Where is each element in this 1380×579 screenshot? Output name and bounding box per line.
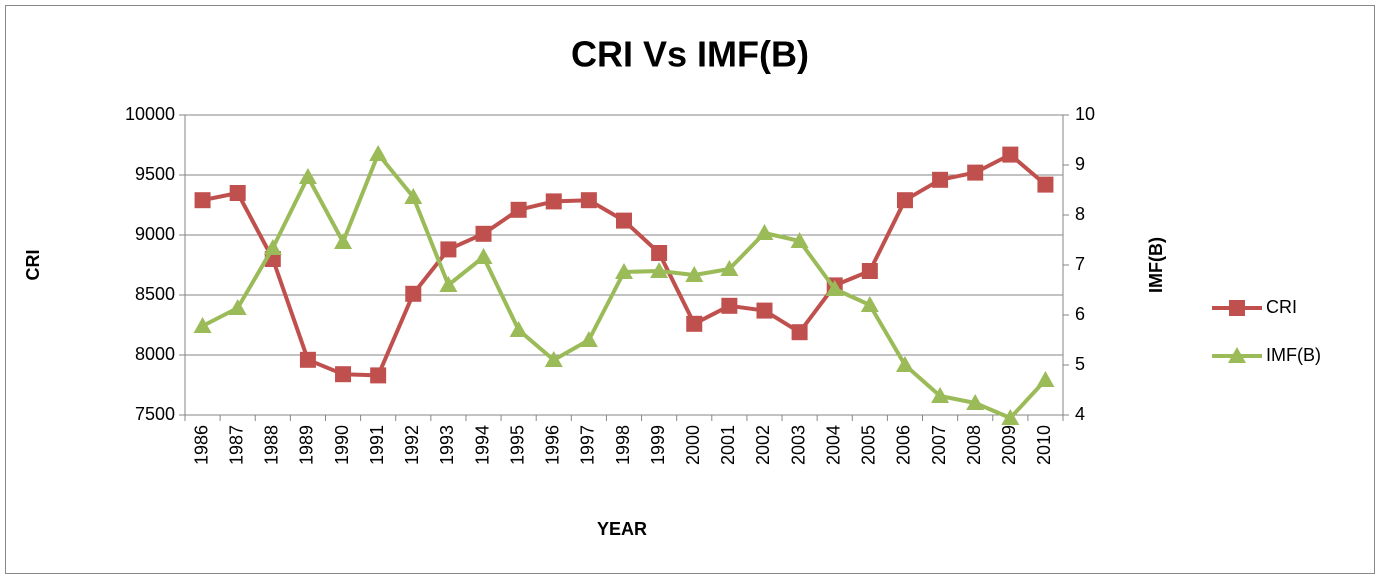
data-point [790, 232, 809, 248]
y-tick-label: 10000 [125, 104, 175, 124]
chart-border [5, 5, 1375, 574]
data-point [825, 280, 844, 296]
data-point [721, 297, 738, 314]
y2-tick-label: 10 [1075, 104, 1095, 124]
x-tick-label: 1991 [367, 425, 387, 465]
x-tick-label: 2006 [894, 425, 914, 465]
data-point [1002, 146, 1019, 163]
x-tick-label: 2005 [859, 425, 879, 465]
data-point [439, 276, 458, 292]
data-point [931, 387, 950, 403]
y2-tick-label: 7 [1075, 254, 1085, 274]
data-point [932, 171, 949, 188]
data-point [861, 263, 878, 279]
data-point [194, 192, 211, 209]
x-tick-label: 1998 [613, 425, 633, 465]
x-axis-label: YEAR [597, 519, 647, 539]
data-point [299, 351, 316, 368]
data-point [579, 331, 598, 347]
data-point [1036, 371, 1055, 387]
data-point [263, 239, 282, 255]
data-point [475, 225, 492, 242]
y-axis-label: CRI [23, 250, 43, 281]
x-tick-label: 1989 [297, 425, 317, 465]
x-tick-label: 2003 [788, 425, 808, 465]
data-point [651, 245, 668, 261]
data-point [545, 193, 562, 210]
data-point [440, 241, 457, 258]
data-point [228, 299, 247, 315]
x-tick-label: 2002 [753, 425, 773, 465]
data-point [791, 324, 808, 341]
data-point [860, 296, 879, 312]
legend-label: CRI [1266, 297, 1297, 317]
x-tick-label: 1996 [543, 425, 563, 465]
data-point [1037, 176, 1054, 193]
data-point [966, 394, 985, 410]
y-tick-label: 7500 [135, 404, 175, 424]
data-point [334, 233, 353, 249]
data-point [404, 188, 423, 204]
y2-tick-label: 5 [1075, 354, 1085, 374]
y-tick-label: 9000 [135, 224, 175, 244]
data-point [755, 224, 774, 240]
x-tick-label: 1993 [437, 425, 457, 465]
x-tick-label: 1999 [648, 425, 668, 465]
x-tick-label: 1992 [402, 425, 422, 465]
data-point [896, 192, 913, 209]
data-point [510, 201, 527, 218]
data-point [895, 356, 914, 372]
legend-label: IMF(B) [1266, 345, 1321, 365]
x-tick-label: 2004 [823, 425, 843, 465]
y2-tick-label: 6 [1075, 304, 1085, 324]
y-tick-label: 9500 [135, 164, 175, 184]
x-tick-label: 1986 [191, 425, 211, 465]
data-point [405, 285, 422, 302]
x-tick-label: 1988 [262, 425, 282, 465]
y-tick-label: 8000 [135, 344, 175, 364]
y2-tick-label: 8 [1075, 204, 1085, 224]
x-tick-label: 1997 [578, 425, 598, 465]
y2-axis-label: IMF(B) [1146, 237, 1166, 293]
data-point [474, 248, 493, 264]
x-tick-label: 2000 [683, 425, 703, 465]
data-point [616, 212, 632, 229]
y2-tick-label: 9 [1075, 154, 1085, 174]
data-point [720, 260, 739, 276]
data-point [1001, 409, 1020, 425]
legend-marker [1228, 347, 1246, 363]
data-point [298, 168, 317, 184]
x-tick-label: 2008 [964, 425, 984, 465]
x-tick-label: 1994 [472, 425, 492, 465]
data-point [756, 302, 773, 319]
legend-marker [1229, 300, 1245, 316]
x-tick-label: 2001 [718, 425, 738, 465]
data-point [967, 164, 984, 181]
data-point [369, 145, 388, 161]
x-tick-label: 2009 [999, 425, 1019, 465]
data-point [193, 317, 212, 333]
data-point [229, 185, 246, 201]
x-tick-label: 1990 [332, 425, 352, 465]
data-point [370, 367, 387, 384]
data-point [650, 262, 669, 278]
data-point [685, 266, 704, 282]
data-point [335, 366, 352, 383]
data-point [686, 315, 703, 332]
y2-tick-label: 4 [1075, 404, 1085, 424]
x-tick-label: 1987 [226, 425, 246, 465]
chart-title: CRI Vs IMF(B) [571, 34, 809, 75]
data-point [544, 351, 563, 367]
y-tick-label: 8500 [135, 284, 175, 304]
data-point [509, 321, 528, 337]
x-tick-label: 1995 [507, 425, 527, 465]
data-point [580, 192, 597, 209]
x-tick-label: 2010 [1034, 425, 1054, 465]
data-point [615, 263, 633, 279]
x-tick-label: 2007 [929, 425, 949, 465]
